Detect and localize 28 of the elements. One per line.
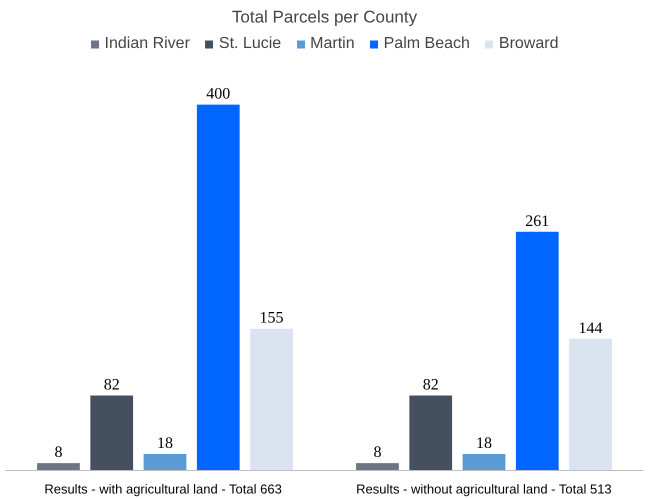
legend-label: Indian River xyxy=(104,35,190,53)
bar xyxy=(516,232,559,470)
x-tick-label: Results - with agricultural land - Total 663 xyxy=(44,482,282,496)
data-label: 144 xyxy=(578,320,603,337)
data-label: 261 xyxy=(525,212,550,230)
data-label: 82 xyxy=(104,376,120,394)
data-label: 18 xyxy=(476,435,492,452)
x-tick-label: Results - without agricultural land - Total 513 xyxy=(356,482,612,496)
bar xyxy=(569,338,612,470)
bar xyxy=(409,396,452,470)
bar xyxy=(356,463,399,470)
data-label: 400 xyxy=(206,86,230,103)
legend-label: Broward xyxy=(498,35,558,53)
bar xyxy=(196,104,240,470)
data-label: 8 xyxy=(54,444,62,462)
bar xyxy=(90,396,134,470)
bar xyxy=(462,454,506,470)
bar xyxy=(250,328,293,470)
data-label: 8 xyxy=(373,444,382,462)
bar xyxy=(37,463,80,470)
legend-label: St. Lucie xyxy=(218,35,282,53)
data-label: 155 xyxy=(260,310,284,327)
data-label: 18 xyxy=(157,435,173,452)
data-label: 82 xyxy=(422,376,439,394)
bar xyxy=(144,454,186,470)
legend-label: Martin xyxy=(310,35,355,53)
legend-label: Palm Beach xyxy=(384,35,470,53)
chart-title: Total Parcels per County xyxy=(232,8,418,26)
